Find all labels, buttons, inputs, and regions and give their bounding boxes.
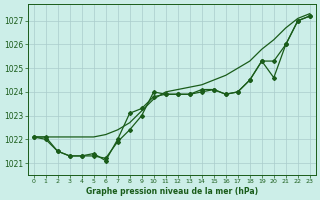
X-axis label: Graphe pression niveau de la mer (hPa): Graphe pression niveau de la mer (hPa) <box>86 187 258 196</box>
